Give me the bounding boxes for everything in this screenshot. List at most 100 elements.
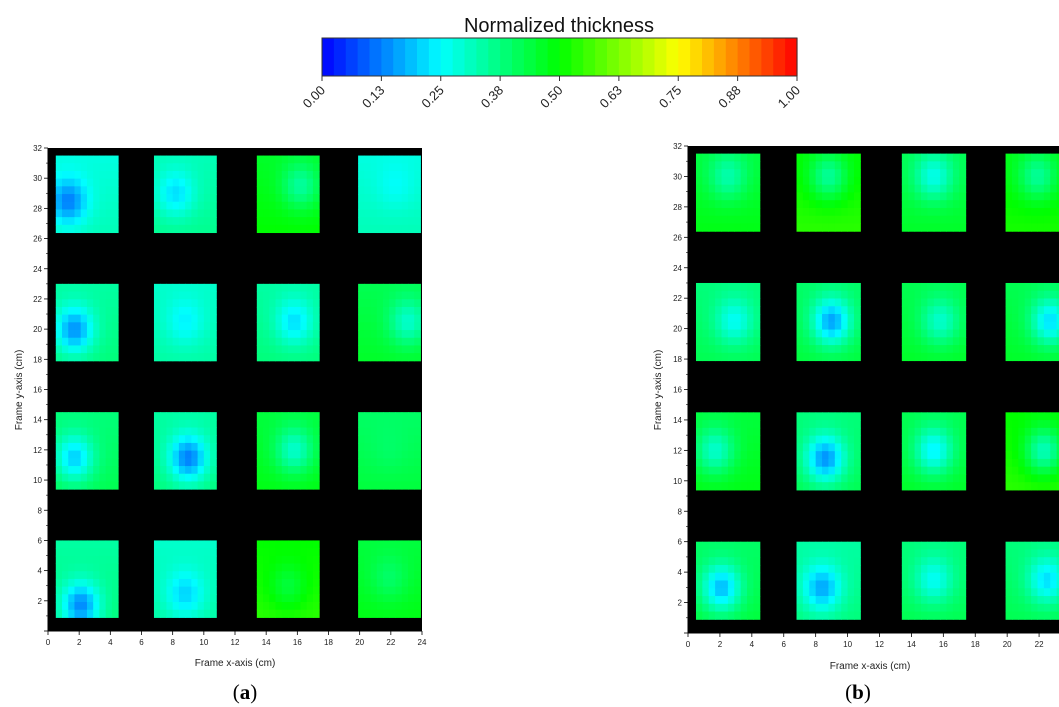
- heatmap-cell: [847, 176, 855, 186]
- heatmap-cell: [1024, 588, 1032, 597]
- heatmap-cell: [281, 540, 289, 549]
- heatmap-cell: [753, 482, 761, 491]
- heatmap-cell: [815, 207, 823, 217]
- heatmap-cell: [715, 207, 723, 217]
- heatmap-cell: [740, 541, 748, 550]
- heatmap-cell: [68, 186, 75, 195]
- heatmap-cell: [1018, 161, 1026, 170]
- heatmap-cell: [407, 594, 415, 603]
- heatmap-cell: [80, 314, 88, 323]
- heatmap-cell: [269, 427, 277, 436]
- heatmap-cell: [153, 481, 161, 490]
- heatmap-cell: [809, 200, 817, 209]
- heatmap-cell: [306, 458, 314, 467]
- heatmap-cell: [853, 176, 861, 186]
- heatmap-cell: [1018, 314, 1026, 323]
- heatmap-cell: [1011, 223, 1019, 232]
- heatmap-cell: [734, 321, 742, 331]
- heatmap-cell: [178, 442, 186, 452]
- heatmap-cell: [727, 557, 735, 566]
- heatmap-cell: [946, 549, 954, 558]
- heatmap-cell: [853, 420, 861, 429]
- heatmap-cell: [153, 412, 161, 421]
- heatmap-cell: [1056, 474, 1059, 483]
- heatmap-cell: [796, 580, 804, 589]
- heatmap-cell: [93, 419, 100, 429]
- heatmap-cell: [946, 458, 954, 468]
- heatmap-cell: [1005, 572, 1013, 581]
- heatmap-cell: [1050, 321, 1058, 331]
- heatmap-cell: [68, 299, 75, 308]
- heatmap-cell: [55, 548, 63, 557]
- heatmap-cell: [959, 474, 967, 483]
- heatmap-cell: [306, 283, 314, 293]
- heatmap-cell: [834, 161, 842, 170]
- colorbar-tick-label: 0.63: [596, 83, 625, 112]
- heatmap-cell: [946, 153, 954, 162]
- heatmap-cell: [959, 420, 967, 429]
- heatmap-cell: [68, 609, 75, 618]
- heatmap-cell: [191, 540, 199, 549]
- y-tick-label: 12: [33, 446, 42, 455]
- heatmap-cell: [275, 163, 283, 172]
- heatmap-cell: [287, 337, 295, 346]
- heatmap-cell: [920, 603, 928, 613]
- heatmap-cell: [281, 306, 289, 316]
- heatmap-cell: [853, 329, 861, 338]
- heatmap-cell: [364, 466, 372, 475]
- heatmap-cell: [1018, 412, 1026, 421]
- heatmap-cell: [708, 176, 716, 186]
- heatmap-cell: [111, 571, 119, 580]
- heatmap-cell: [933, 321, 941, 331]
- heatmap-cell: [940, 611, 948, 620]
- heatmap-cell: [370, 540, 378, 549]
- heatmap-cell: [853, 306, 861, 315]
- heatmap-cell: [933, 352, 941, 362]
- heatmap-cell: [940, 169, 948, 178]
- heatmap-cell: [312, 314, 320, 323]
- heatmap-cell: [1024, 176, 1032, 186]
- heatmap-cell: [172, 473, 180, 482]
- heatmap-cell: [263, 594, 270, 603]
- heatmap-cell: [395, 563, 403, 572]
- heatmap-cell: [401, 458, 409, 467]
- heatmap-cell: [312, 435, 320, 444]
- heatmap-cell: [55, 178, 63, 187]
- heatmap-cell: [1024, 580, 1032, 589]
- heatmap-cell: [312, 419, 320, 429]
- heatmap-cell: [940, 474, 948, 483]
- heatmap-cell: [111, 353, 119, 362]
- x-tick-label: 12: [231, 638, 240, 647]
- heatmap-cell: [407, 299, 415, 308]
- heatmap-cell: [191, 466, 199, 475]
- heatmap-cell: [841, 161, 849, 170]
- panel-b: 0246810121416182022224681012141618202224…: [653, 142, 1059, 704]
- x-tick-label: 0: [46, 638, 51, 647]
- heatmap-cell: [185, 201, 192, 210]
- heatmap-cell: [727, 443, 735, 452]
- heatmap-cell: [153, 322, 161, 331]
- heatmap-cell: [727, 200, 735, 209]
- heatmap-cell: [1050, 603, 1058, 613]
- heatmap-cell: [734, 458, 742, 468]
- heatmap-cell: [847, 192, 855, 201]
- heatmap-cell: [920, 337, 928, 346]
- heatmap-cell: [796, 596, 804, 605]
- heatmap-cell: [1024, 153, 1032, 162]
- heatmap-cell: [952, 329, 960, 338]
- heatmap-cell: [802, 572, 810, 581]
- heatmap-cell: [86, 217, 94, 226]
- heatmap-cell: [74, 155, 82, 164]
- heatmap-cell: [93, 306, 100, 316]
- heatmap-cell: [1050, 580, 1058, 589]
- heatmap-cell: [178, 178, 186, 187]
- heatmap-cell: [306, 609, 314, 618]
- heatmap-cell: [715, 298, 723, 307]
- heatmap-cell: [294, 170, 301, 180]
- heatmap-cell: [815, 458, 823, 468]
- heatmap-block: [1005, 412, 1059, 491]
- heatmap-cell: [702, 451, 710, 460]
- heatmap-cell: [55, 291, 63, 300]
- heatmap-cell: [828, 458, 836, 468]
- heatmap-cell: [401, 306, 409, 316]
